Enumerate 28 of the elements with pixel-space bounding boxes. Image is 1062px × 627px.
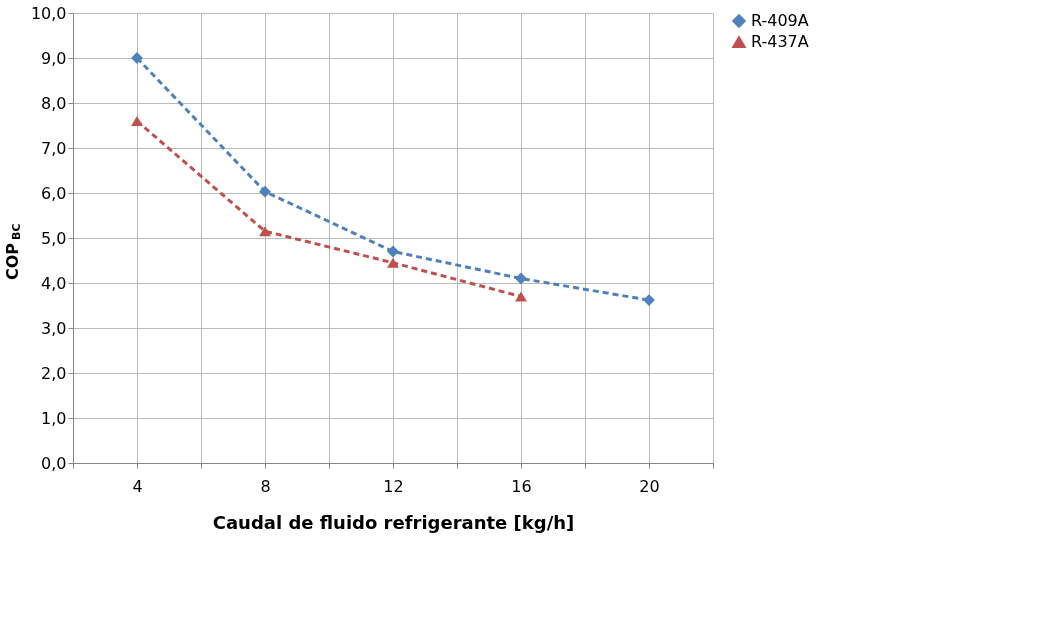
point	[259, 226, 271, 237]
y-tick-label: 6,0	[41, 183, 67, 203]
y-tick-label: 5,0	[41, 228, 67, 248]
point	[387, 245, 399, 258]
x-tick-label: 16	[511, 476, 532, 496]
point	[387, 257, 399, 268]
legend-label: R-409A	[751, 11, 809, 30]
y-tick-label: 7,0	[41, 138, 67, 158]
x-axis-title: Caudal de fluido refrigerante [kg/h]	[212, 511, 575, 533]
x-tick-label: 20	[639, 476, 660, 496]
x-tick-label: 8	[260, 476, 271, 496]
point	[515, 272, 527, 285]
x-tick-label: 12	[383, 476, 404, 496]
legend-label: R-437A	[751, 32, 809, 51]
y-tick-label: 3,0	[41, 318, 67, 338]
point	[643, 294, 655, 307]
y-tick-label: 0,0	[41, 453, 67, 473]
point	[259, 185, 271, 198]
y-tick-label: 9,0	[41, 48, 67, 68]
y-axis-title: COPBC	[3, 223, 23, 281]
y-tick-label: 1,0	[41, 408, 67, 428]
x-tick-label: 4	[132, 476, 143, 496]
y-tick-label: 8,0	[41, 93, 67, 113]
y-tick-label: 2,0	[41, 363, 67, 383]
point	[515, 291, 527, 302]
y-tick-label: 10,0	[30, 3, 67, 23]
point	[131, 115, 143, 127]
y-tick-label: 4,0	[41, 273, 67, 293]
